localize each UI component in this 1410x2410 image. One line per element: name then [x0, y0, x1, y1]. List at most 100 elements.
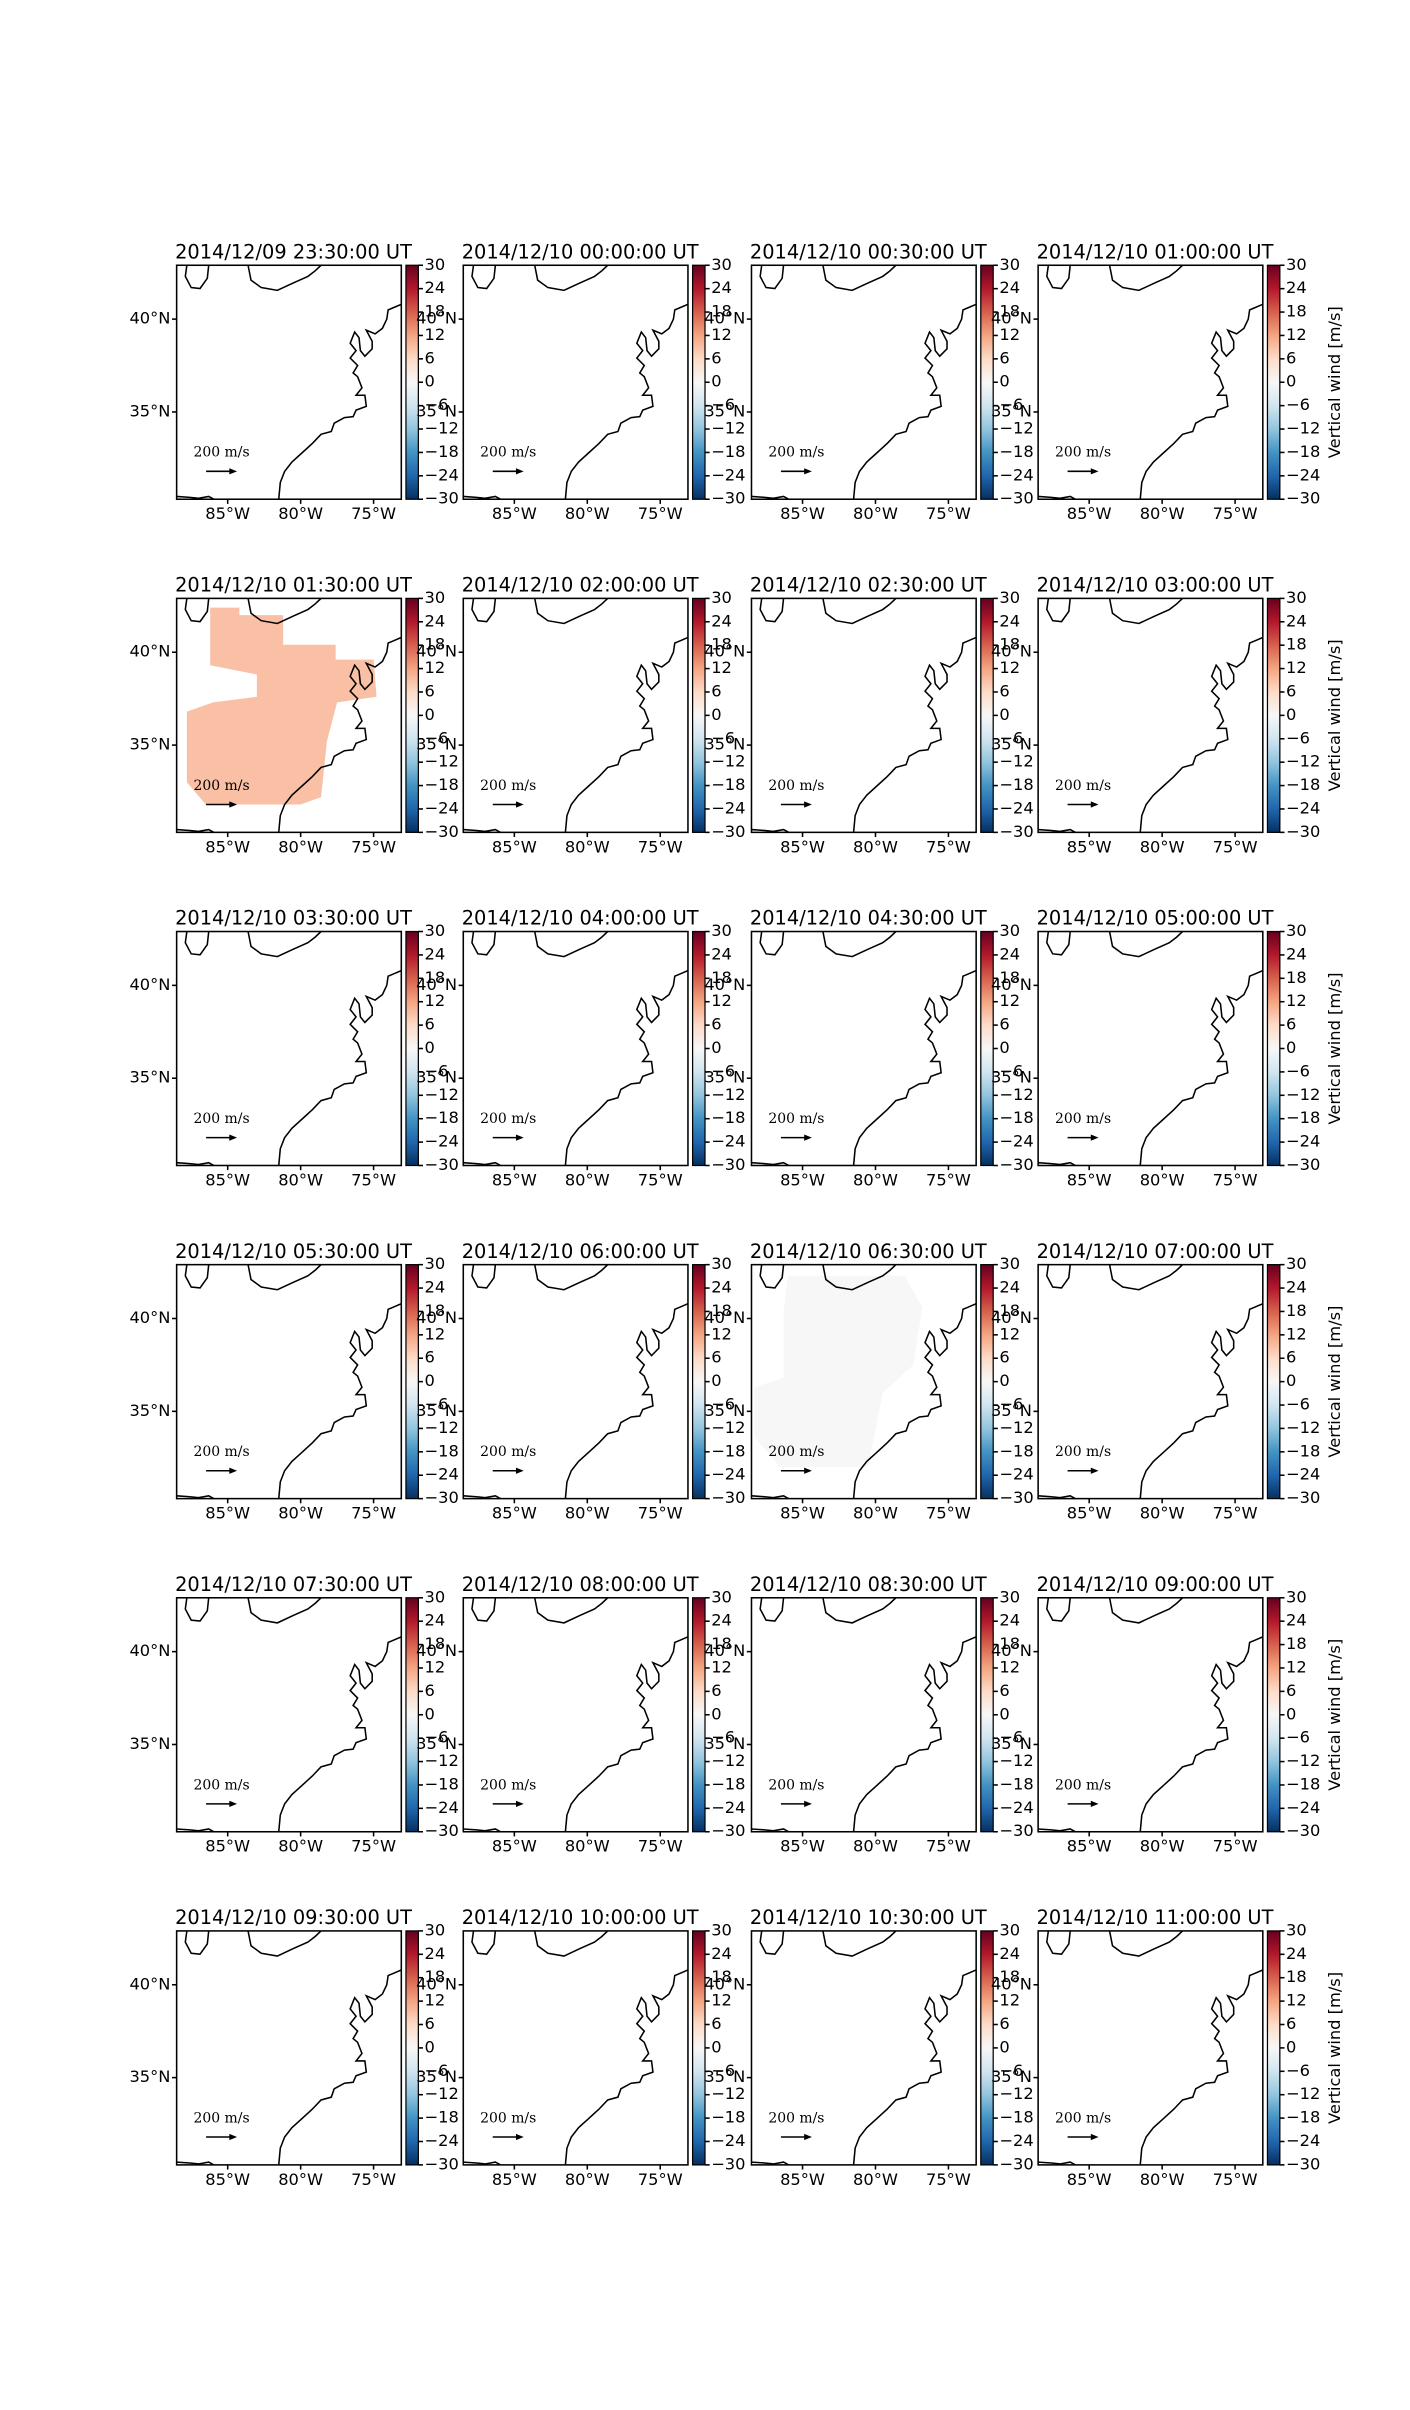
x-tick-label: 80°W — [853, 1837, 898, 1856]
colorbar-tick-label: −24 — [999, 2131, 1033, 2150]
coastline — [1038, 1161, 1077, 1166]
colorbar-tick-label: −6 — [1286, 395, 1310, 414]
coastline — [247, 1930, 322, 1957]
x-tick-label: 85°W — [492, 1504, 537, 1523]
quiver-key-label: 200 m/s — [1055, 778, 1111, 794]
y-tick-label: 40°N — [416, 642, 457, 661]
colorbar-tick-label: 18 — [711, 1301, 732, 1320]
map-area — [463, 1264, 688, 1499]
colorbar-tick-label: 0 — [1286, 372, 1296, 391]
panel-title: 2014/12/10 01:30:00 UT — [175, 573, 412, 596]
panel-title: 2014/12/10 02:30:00 UT — [750, 573, 987, 596]
quiver-key-head — [515, 1467, 524, 1474]
coastline — [247, 265, 322, 292]
y-tick-label: 35°N — [704, 1068, 745, 1087]
colorbar-tick-label: −6 — [425, 2061, 449, 2080]
colorbar-tick-label: −24 — [425, 1798, 459, 1817]
colorbar-tick-label: 12 — [999, 1324, 1020, 1343]
coastline — [852, 1636, 977, 1832]
colorbar-tick-label: −24 — [999, 798, 1033, 817]
x-tick-label: 85°W — [780, 1504, 825, 1523]
colorbar-tick-label: 30 — [711, 1254, 732, 1273]
colorbar-tick-label: −18 — [1286, 775, 1320, 794]
x-tick-label: 85°W — [205, 504, 250, 523]
coastline — [176, 2161, 216, 2165]
colorbar-tick-label: 12 — [1286, 991, 1307, 1010]
colorbar-tick-label: −24 — [425, 465, 459, 484]
colorbar-tick-label: 24 — [711, 1611, 732, 1630]
coastline — [564, 303, 688, 500]
colorbar-tick-label: −18 — [425, 1774, 459, 1793]
colorbar-tick-label: 24 — [999, 1611, 1020, 1630]
colorbar-tick-label: −12 — [999, 2084, 1033, 2103]
panel-title: 2014/12/10 09:30:00 UT — [175, 1906, 412, 1929]
coastline — [1038, 2161, 1077, 2165]
colorbar-tick-label: 18 — [999, 968, 1020, 987]
colorbar-tick-label: 0 — [1286, 1038, 1296, 1057]
map-panel: 2014/12/10 07:30:00 UT 85°W 80°W 75°W 35°N 40… — [129, 1573, 458, 1856]
colorbar-tick-label: 24 — [425, 944, 446, 963]
colorbar-tick-label: 6 — [425, 1681, 435, 1700]
x-tick-label: 75°W — [638, 2170, 683, 2189]
map-area — [176, 931, 402, 1166]
quiver-key-label: 200 m/s — [194, 1777, 250, 1793]
y-tick-label: 40°N — [991, 975, 1032, 994]
colorbar-tick-label: −24 — [1286, 465, 1320, 484]
map-area — [176, 1597, 402, 1832]
colorbar-tick-label: −12 — [1286, 419, 1320, 438]
map-area — [463, 598, 688, 833]
colorbar-tick-label: −6 — [999, 1395, 1023, 1414]
colorbar-label: Vertical wind [m/s] — [1325, 1306, 1344, 1458]
coastline — [463, 495, 503, 500]
quiver-key-label: 200 m/s — [1055, 1111, 1111, 1127]
colorbar-tick-label: −30 — [425, 1155, 459, 1174]
y-tick-label: 35°N — [991, 401, 1032, 420]
x-tick-label: 85°W — [1067, 1504, 1112, 1523]
x-tick-label: 75°W — [926, 1504, 971, 1523]
colorbar-tick-label: −12 — [425, 1418, 459, 1437]
map-panel: 2014/12/10 01:00:00 UT 85°W 80°W 75°W 35°N 40… — [991, 240, 1344, 523]
colorbar-tick-label: −18 — [711, 2108, 745, 2127]
colorbar-tick-label: −18 — [425, 2108, 459, 2127]
colorbar-tick-label: 30 — [1286, 588, 1307, 607]
colorbar-tick-label: −12 — [425, 1751, 459, 1770]
coastline — [1046, 1597, 1071, 1622]
colorbar-label: Vertical wind [m/s] — [1325, 639, 1344, 791]
colorbar-tick-label: −18 — [999, 775, 1033, 794]
colorbar-tick-label: 30 — [425, 1587, 446, 1606]
colorbar-tick-label: 24 — [1286, 1278, 1307, 1297]
quiver-key-head — [1090, 468, 1099, 475]
coastline — [1046, 1930, 1071, 1955]
map-area — [1038, 1597, 1263, 1832]
colorbar-tick-label: −18 — [711, 775, 745, 794]
colorbar-tick-label: 18 — [1286, 302, 1307, 321]
quiver-key-head — [515, 1134, 524, 1141]
colorbar-tick-label: 18 — [711, 1967, 732, 1986]
colorbar-tick-label: −12 — [1286, 1751, 1320, 1770]
coastline — [822, 265, 897, 292]
colorbar-tick-label: 6 — [999, 1348, 1009, 1367]
coastline — [533, 1930, 609, 1957]
colorbar — [405, 1264, 419, 1500]
map-frame — [175, 930, 403, 1167]
colorbar — [405, 930, 419, 1167]
colorbar-tick-label: 12 — [1286, 1657, 1307, 1676]
x-tick-label: 80°W — [278, 1837, 323, 1856]
colorbar-tick-label: −12 — [1286, 1418, 1320, 1437]
colorbar-tick-label: −12 — [425, 2084, 459, 2103]
x-tick-label: 85°W — [205, 837, 250, 856]
colorbar-tick-label: 30 — [711, 588, 732, 607]
colorbar-tick-label: 18 — [711, 635, 732, 654]
colorbar-tick-label: 30 — [425, 1254, 446, 1273]
colorbar-tick-label: 0 — [711, 1371, 721, 1390]
y-tick-label: 35°N — [129, 1068, 170, 1087]
colorbar-tick-label: 18 — [999, 1967, 1020, 1986]
quiver-key-head — [804, 2133, 812, 2141]
panel-title: 2014/12/10 04:30:00 UT — [750, 907, 987, 930]
y-tick-label: 40°N — [129, 975, 170, 994]
map-area — [751, 1597, 977, 1832]
x-tick-label: 80°W — [565, 2170, 610, 2189]
map-panel: 2014/12/10 04:30:00 UT 85°W 80°W 75°W 35°N 40… — [704, 907, 1033, 1190]
coastline — [471, 931, 497, 956]
colorbar-tick-label: 6 — [1286, 2014, 1296, 2033]
